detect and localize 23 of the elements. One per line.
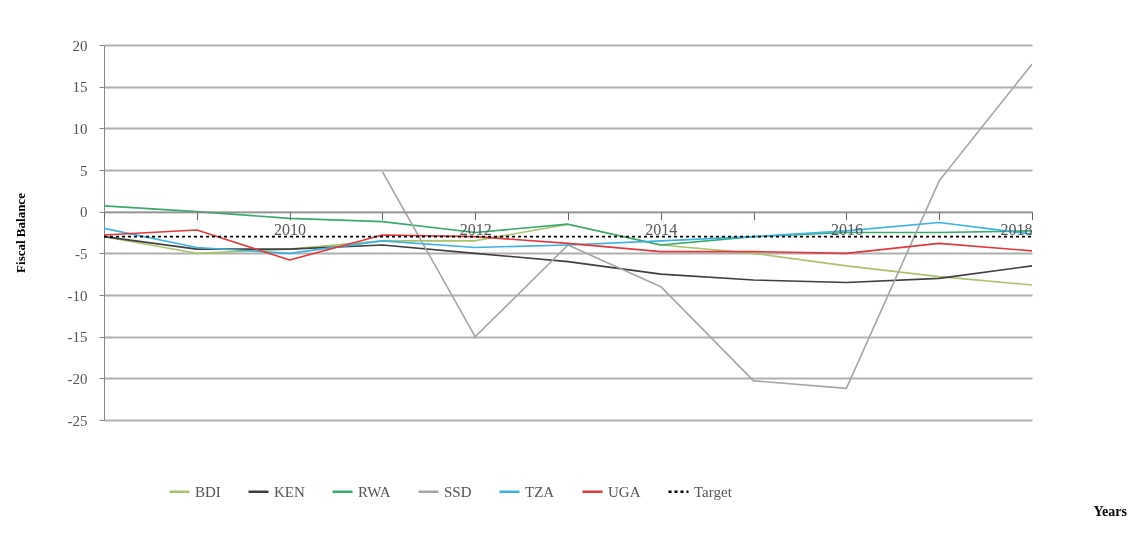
y-tick-label: -20: [67, 370, 88, 387]
y-tick-label: 20: [72, 37, 88, 54]
legend-label: RWA: [358, 483, 391, 500]
line-series: [104, 235, 1032, 284]
legend-label: SSD: [444, 483, 472, 500]
y-tick-label: -15: [67, 329, 88, 346]
x-tick-label: 2014: [645, 221, 678, 239]
legend-label: KEN: [274, 483, 305, 500]
legend-label: Target: [694, 483, 733, 500]
x-tick-label: 2010: [274, 221, 307, 239]
y-tick-label: 0: [80, 204, 88, 221]
y-tick-label: 10: [72, 120, 88, 137]
legend-label: TZA: [525, 483, 555, 500]
legend-label: UGA: [608, 483, 641, 500]
y-tick-label: -5: [75, 245, 88, 262]
text: Years: [1093, 504, 1128, 519]
line-series: [104, 221, 1032, 255]
y-tick-label: 15: [72, 79, 88, 96]
y-tick-label: -10: [67, 287, 88, 304]
y-axis-title: Fiscal Balance: [12, 192, 28, 273]
y-tick-label: -25: [67, 412, 88, 429]
legend-label: BDI: [195, 483, 221, 500]
y-tick-label: 5: [80, 162, 88, 179]
